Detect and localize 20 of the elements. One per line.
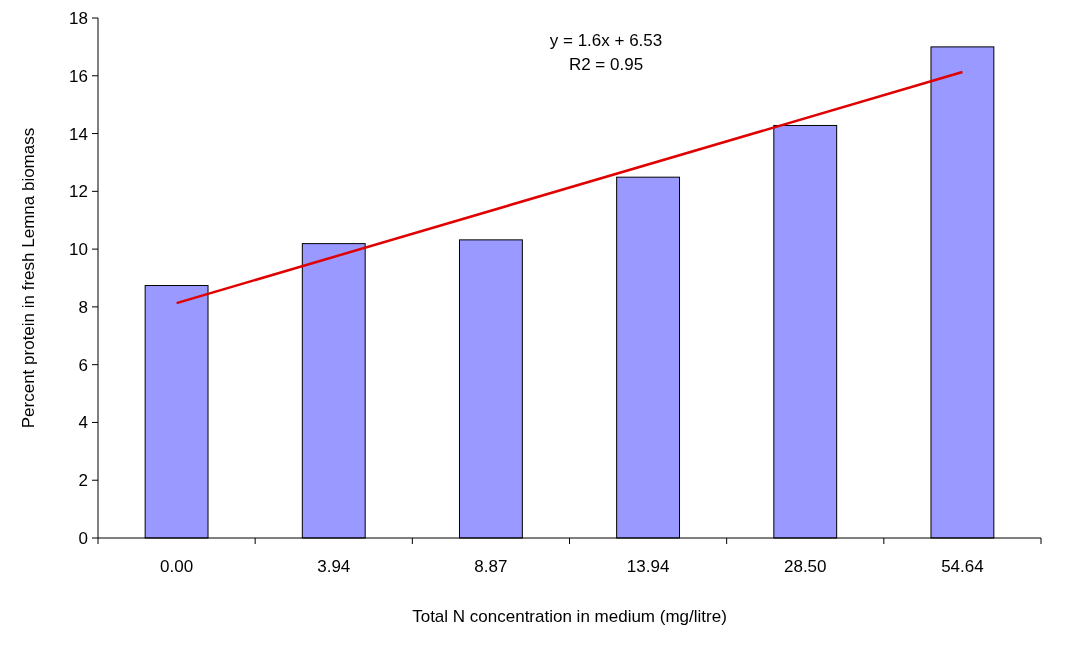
x-tick-label: 13.94 <box>626 557 670 576</box>
x-tick-label: 8.87 <box>474 557 508 576</box>
y-tick-label: 0 <box>78 528 88 548</box>
y-tick-label: 2 <box>78 471 88 491</box>
annotation: y = 1.6x + 6.53 <box>549 31 663 50</box>
annotation: R2 = 0.95 <box>568 55 644 74</box>
y-tick-label: 8 <box>78 297 88 317</box>
x-tick-label: 3.94 <box>317 557 351 576</box>
x-tick-label: 54.64 <box>941 557 984 576</box>
y-axis-title: Percent protein in fresh Lemna biomass <box>19 127 38 429</box>
y-tick-label: 12 <box>69 182 88 202</box>
y-tick-label: 18 <box>69 8 88 28</box>
x-tick-label: 0.00 <box>160 557 194 576</box>
y-tick-label: 10 <box>69 240 88 260</box>
y-tick-label: 16 <box>69 66 88 86</box>
x-tick-label: 28.50 <box>783 557 827 576</box>
x-axis-title: Total N concentration in medium (mg/litre) <box>412 607 727 626</box>
y-tick-label: 14 <box>69 124 88 144</box>
y-tick-label: 6 <box>78 355 88 375</box>
y-tick-label: 4 <box>78 413 88 433</box>
